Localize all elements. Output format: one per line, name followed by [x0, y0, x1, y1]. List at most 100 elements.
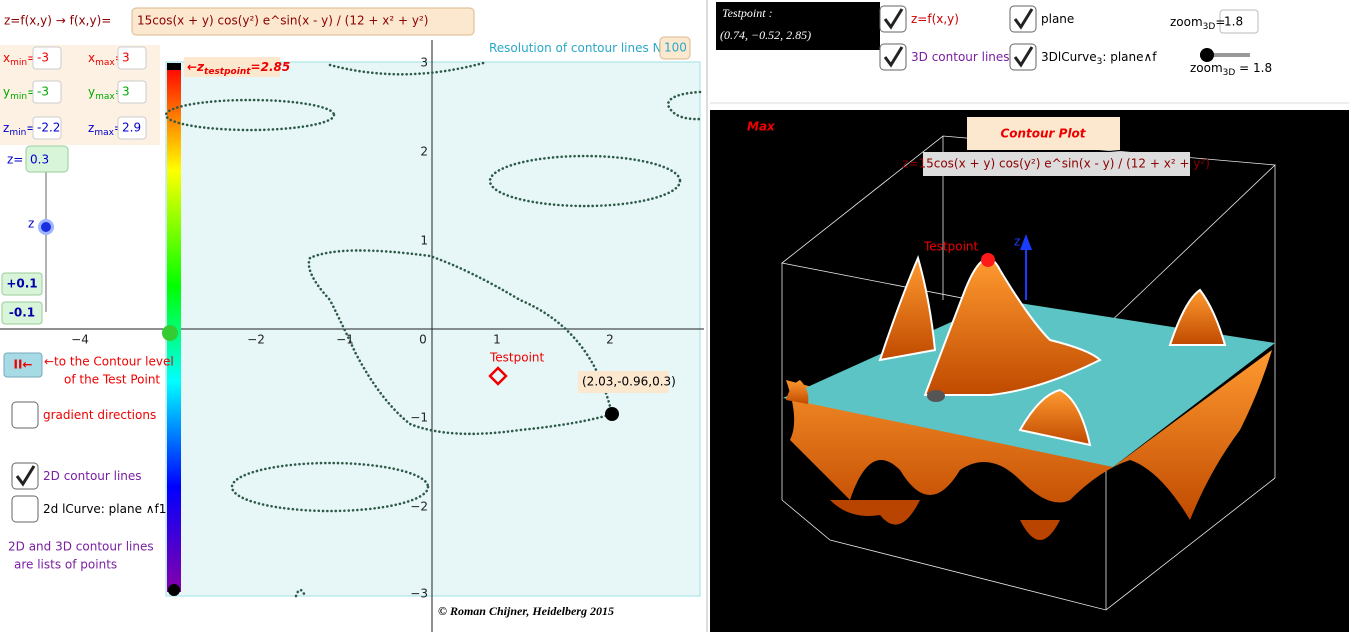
testpoint-box	[716, 2, 880, 50]
bound-input[interactable]	[32, 80, 62, 104]
z-input[interactable]	[25, 145, 69, 173]
checkbox-label[interactable]: 3D contour lines	[911, 50, 1010, 64]
surface-peaks	[786, 255, 1227, 447]
bound-value: -2.2	[37, 121, 60, 135]
function-input[interactable]	[131, 7, 475, 36]
subscript: max	[94, 128, 114, 138]
subscript: min	[10, 58, 27, 68]
color-bar-bottom	[168, 584, 180, 596]
point-label-bg	[578, 371, 669, 393]
checkbox-label[interactable]: 2d lCurve: plane ∧f1	[43, 502, 166, 516]
checkbox[interactable]	[11, 495, 39, 523]
contour-lines	[164, 60, 702, 598]
checkbox[interactable]	[11, 401, 39, 429]
point-3d	[927, 390, 945, 402]
testpoint-marker	[488, 366, 508, 386]
title-bg	[967, 117, 1120, 150]
surface	[786, 350, 1272, 540]
bound-name: z	[3, 121, 9, 135]
step-button[interactable]	[1, 301, 43, 325]
check-mark	[1013, 8, 1034, 30]
check-mark	[1013, 46, 1034, 68]
bound-input[interactable]	[32, 46, 62, 70]
resolution-input[interactable]	[659, 36, 691, 60]
zoom-slider-text: zoom	[1190, 61, 1223, 75]
z-testpoint-value: =2.85	[251, 60, 291, 74]
checkbox-label[interactable]: plane	[1041, 12, 1074, 26]
subscript: testpoint	[204, 67, 251, 77]
formula-bg	[923, 152, 1190, 176]
to-level-text: of the Test Point	[64, 373, 160, 387]
copyright: © Roman Chijner, Heidelberg 2015	[438, 604, 614, 618]
point-label: (2.03,-0.96,0.3)	[582, 375, 676, 389]
bound-name: y	[3, 85, 10, 99]
bound-input[interactable]	[117, 116, 147, 140]
y-tick-label: −3	[410, 587, 428, 601]
testpoint-label: Testpoint	[489, 351, 545, 365]
resolution-text: Resolution of contour lines N	[489, 41, 662, 55]
zoom-slider-label: zoom3D = 1.8	[1190, 61, 1272, 78]
subscript: min	[10, 92, 27, 102]
checkbox-label[interactable]: gradient directions	[43, 408, 156, 422]
z-testpoint-arrow: ←z	[187, 60, 205, 74]
bound-eq: =	[27, 85, 37, 99]
bound-label: zmin=	[3, 121, 36, 138]
bound-value: -3	[37, 85, 49, 99]
bound-input[interactable]	[117, 80, 147, 104]
bound-input[interactable]	[117, 46, 147, 70]
level-marker	[162, 325, 178, 341]
checkbox-label[interactable]: z=f(x,y)	[911, 12, 959, 26]
subscript: 3D	[1223, 68, 1236, 78]
step-button[interactable]	[1, 272, 43, 296]
x-tick-label: −4	[71, 333, 89, 347]
z-slider-label: z	[28, 217, 34, 231]
checkbox-label[interactable]: 3DlCurve3: plane∧f	[1041, 50, 1157, 67]
testpoint-box-coords: (0.74, −0.52, 2.85)	[720, 28, 811, 42]
x-tick-label: −1	[336, 333, 354, 347]
color-bar-cap	[167, 63, 181, 70]
bound-name: z	[88, 121, 94, 135]
function-prefix: z=f(x,y) → f(x,y)=	[4, 14, 111, 28]
to-level-button[interactable]	[3, 352, 43, 378]
checkbox-label-text: z=f(x,y)	[911, 12, 959, 26]
checkbox-label-rest: : plane∧f	[1102, 50, 1157, 64]
zoom-eq: =	[1215, 15, 1225, 29]
zoom-slider-value: = 1.8	[1235, 61, 1272, 75]
bound-value: -3	[37, 51, 49, 65]
subscript: min	[9, 128, 26, 138]
bound-eq: =	[27, 51, 37, 65]
check-mark	[883, 8, 904, 30]
contour-point	[605, 407, 619, 421]
testpoint-box-title: Testpoint :	[722, 6, 773, 20]
z-testpoint: ←ztestpoint=2.85	[187, 60, 290, 77]
z-slider-knob[interactable]	[41, 222, 51, 232]
bound-input[interactable]	[32, 116, 62, 140]
x-tick-label: 0	[419, 333, 427, 347]
checkbox-label-text: plane	[1041, 12, 1074, 26]
step-button-label: +0.1	[6, 277, 37, 291]
y-tick-label: 1	[420, 234, 428, 248]
bound-name: x	[88, 51, 95, 65]
checkbox-label-text: 3DlCurve	[1041, 50, 1097, 64]
view3d-formula: z=15cos(x + y) cos(y²) e^sin(x - y) / (1…	[902, 157, 1210, 171]
checkbox-label[interactable]: 2D contour lines	[43, 469, 142, 483]
to-level-button-label: II←	[14, 358, 33, 372]
testpoint-3d	[981, 253, 995, 267]
bound-name: x	[3, 51, 10, 65]
z-testpoint-bg	[184, 57, 280, 77]
check-mark	[15, 465, 36, 487]
x-tick-label: −2	[247, 333, 265, 347]
zoom-slider-knob[interactable]	[1200, 48, 1214, 62]
zoom-input[interactable]	[1219, 9, 1259, 34]
z-label: z=	[7, 153, 23, 167]
note: are lists of points	[14, 558, 117, 572]
z-axis-3d-label: z	[1014, 235, 1020, 249]
bound-value: 3	[122, 85, 130, 99]
view3d-title: Contour Plot	[1000, 127, 1086, 141]
zoom-label: zoom3D=	[1170, 15, 1225, 32]
x-tick-label: 2	[606, 333, 614, 347]
zoom-label-text: zoom	[1170, 15, 1203, 29]
checkbox-label-text: 3D contour lines	[911, 50, 1010, 64]
bound-value: 2.9	[122, 121, 141, 135]
